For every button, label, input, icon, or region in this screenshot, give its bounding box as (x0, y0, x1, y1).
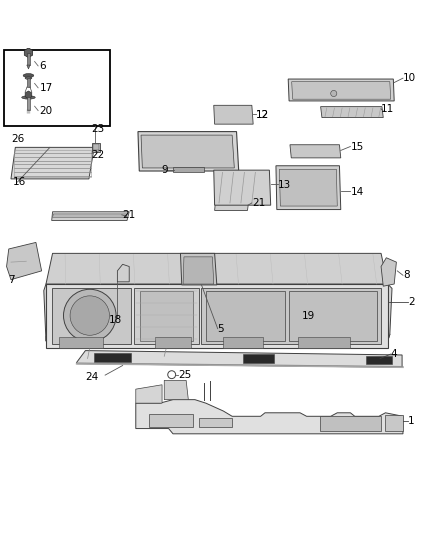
Polygon shape (27, 98, 30, 110)
Polygon shape (289, 290, 377, 341)
Polygon shape (24, 48, 33, 58)
Text: 25: 25 (178, 370, 191, 379)
Polygon shape (298, 336, 350, 348)
Text: 22: 22 (91, 150, 104, 160)
Polygon shape (366, 356, 392, 364)
Text: 26: 26 (11, 134, 24, 144)
Polygon shape (93, 144, 99, 150)
Text: 11: 11 (381, 104, 394, 114)
Text: 4: 4 (391, 349, 397, 359)
Polygon shape (136, 385, 162, 403)
Polygon shape (46, 253, 388, 284)
Polygon shape (140, 290, 193, 341)
Text: 7: 7 (8, 274, 14, 285)
Polygon shape (27, 78, 30, 87)
Ellipse shape (22, 96, 35, 99)
Text: 12: 12 (256, 110, 269, 120)
Text: 23: 23 (91, 124, 104, 134)
Text: 18: 18 (109, 315, 122, 325)
Polygon shape (279, 169, 337, 206)
Polygon shape (385, 415, 403, 431)
Polygon shape (320, 416, 381, 431)
Text: 2: 2 (408, 296, 415, 306)
Text: 5: 5 (218, 324, 224, 334)
Polygon shape (288, 79, 394, 101)
Polygon shape (215, 201, 249, 211)
Polygon shape (173, 167, 204, 172)
Text: 8: 8 (403, 270, 410, 280)
Text: 15: 15 (350, 142, 364, 152)
FancyBboxPatch shape (4, 50, 109, 126)
Polygon shape (321, 107, 383, 118)
Text: 6: 6 (39, 61, 46, 71)
Polygon shape (199, 418, 232, 427)
Polygon shape (180, 253, 217, 285)
Polygon shape (206, 290, 285, 341)
Polygon shape (276, 166, 341, 209)
Text: 17: 17 (39, 83, 53, 93)
Text: 12: 12 (256, 110, 269, 120)
Polygon shape (183, 257, 214, 284)
Polygon shape (136, 400, 403, 434)
Polygon shape (59, 336, 103, 348)
Polygon shape (44, 284, 392, 341)
Text: 14: 14 (350, 187, 364, 197)
Polygon shape (138, 132, 239, 171)
Polygon shape (7, 243, 42, 280)
Polygon shape (214, 106, 253, 124)
Polygon shape (117, 264, 129, 282)
Text: 10: 10 (403, 73, 416, 83)
Circle shape (70, 296, 110, 335)
Ellipse shape (23, 74, 34, 77)
Polygon shape (94, 353, 131, 362)
Polygon shape (223, 336, 263, 348)
Text: 19: 19 (302, 311, 315, 320)
Polygon shape (92, 143, 100, 152)
Ellipse shape (25, 77, 32, 79)
Polygon shape (27, 53, 30, 65)
Circle shape (331, 91, 337, 96)
Text: 21: 21 (252, 198, 265, 208)
Polygon shape (292, 82, 391, 99)
Text: 13: 13 (278, 181, 291, 190)
Polygon shape (381, 258, 396, 286)
Polygon shape (53, 214, 127, 217)
Polygon shape (155, 336, 191, 348)
Text: 16: 16 (13, 177, 26, 188)
Polygon shape (164, 381, 188, 400)
Polygon shape (201, 287, 381, 344)
Polygon shape (77, 351, 402, 367)
Polygon shape (11, 147, 94, 179)
Text: 24: 24 (85, 372, 99, 382)
Polygon shape (52, 212, 129, 221)
Polygon shape (27, 65, 30, 69)
Polygon shape (149, 414, 193, 427)
Circle shape (64, 289, 116, 342)
Polygon shape (134, 287, 199, 344)
Polygon shape (46, 284, 388, 348)
Polygon shape (52, 287, 131, 344)
Text: 21: 21 (122, 210, 135, 220)
Polygon shape (141, 135, 234, 168)
Text: 20: 20 (39, 106, 53, 116)
Text: 9: 9 (161, 165, 168, 175)
Polygon shape (290, 145, 341, 158)
Text: 1: 1 (408, 416, 415, 426)
Polygon shape (46, 320, 390, 341)
Polygon shape (25, 91, 32, 99)
Polygon shape (243, 354, 274, 363)
Polygon shape (214, 170, 271, 205)
